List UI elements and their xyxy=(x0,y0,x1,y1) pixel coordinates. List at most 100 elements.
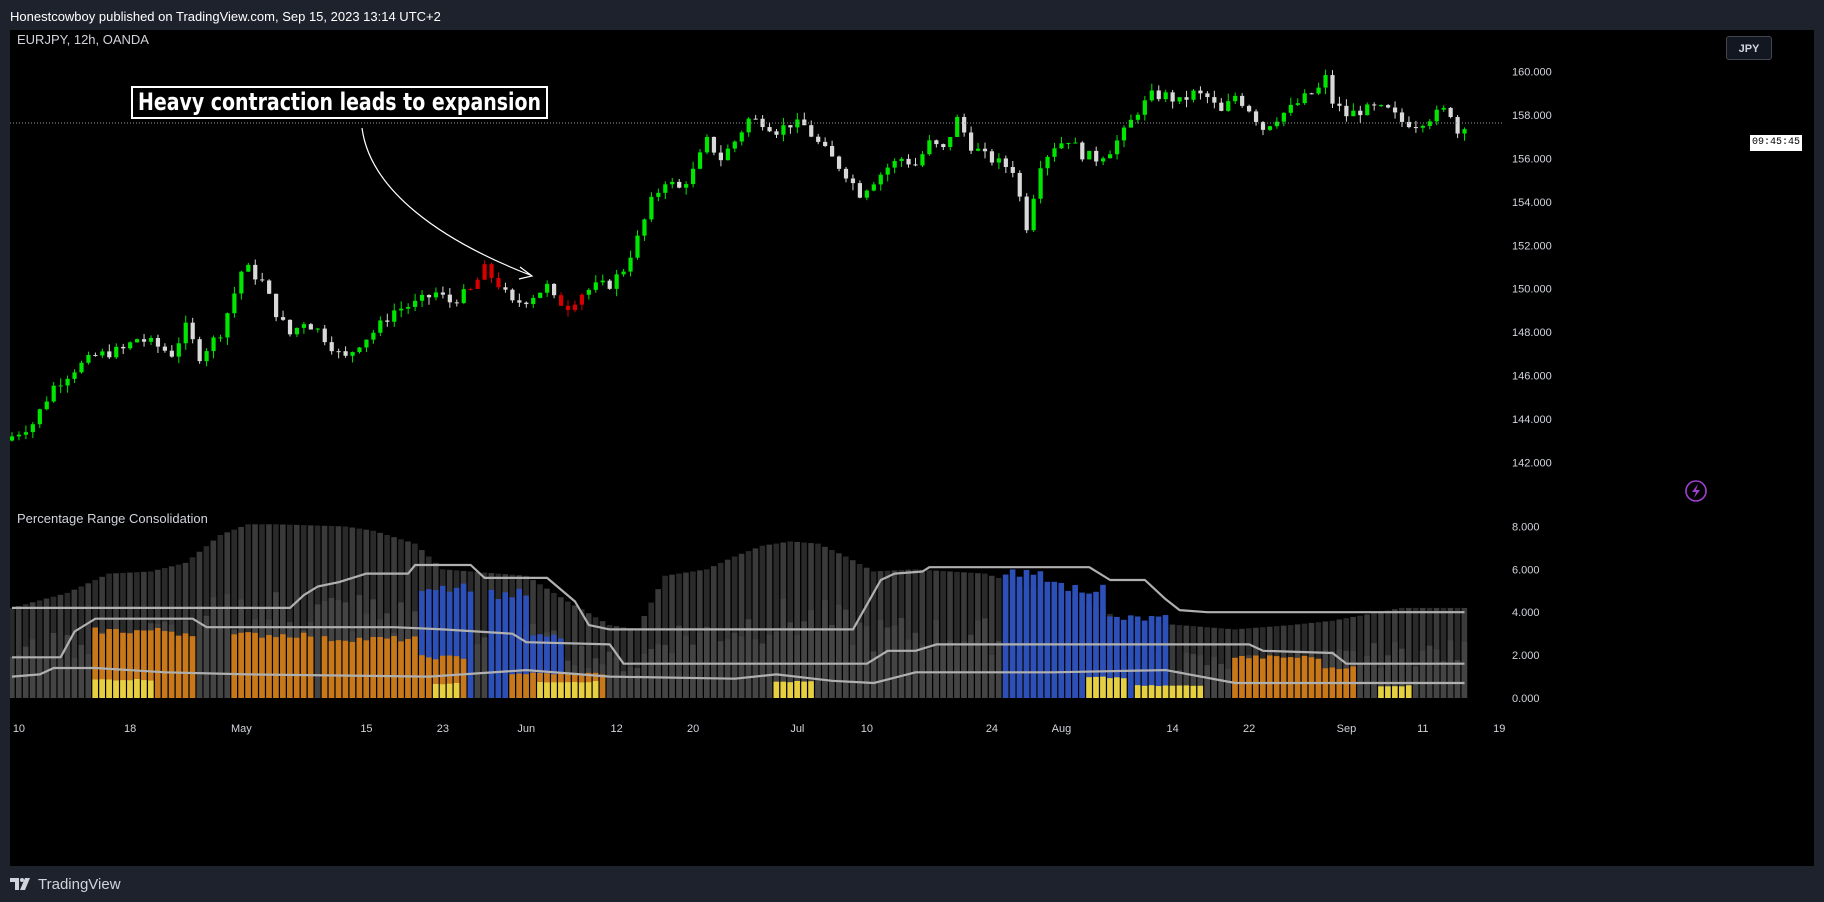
candle-body xyxy=(711,136,717,153)
consolidation-inner-bar xyxy=(898,618,905,698)
candle-body xyxy=(10,436,15,441)
consolidation-inner-bar xyxy=(1440,661,1447,698)
consolidation-inner-bar xyxy=(217,607,224,698)
candle-body xyxy=(155,338,161,347)
consolidation-bar xyxy=(655,589,661,698)
consolidation-bar xyxy=(1357,615,1363,698)
consolidation-orange-bar xyxy=(154,628,161,698)
time-tick-label: 15 xyxy=(360,723,372,735)
consolidation-bar xyxy=(1412,607,1419,698)
consolidation-bar xyxy=(995,577,1002,698)
candle-body xyxy=(1184,97,1189,100)
candle-body xyxy=(399,308,404,311)
consolidation-inner-bar xyxy=(724,639,731,698)
consolidation-blue-bar xyxy=(1051,581,1058,698)
consolidation-orange-bar xyxy=(293,637,300,698)
consolidation-orange-bar xyxy=(189,636,196,698)
consolidation-blue-bar xyxy=(530,635,536,698)
consolidation-orange-bar xyxy=(405,639,411,698)
consolidation-inner-bar xyxy=(662,644,668,698)
candle-body xyxy=(704,136,710,153)
consolidation-inner-bar xyxy=(85,653,92,698)
consolidation-inner-bar xyxy=(1454,660,1461,698)
consolidation-orange-bar xyxy=(238,632,244,698)
candle-body xyxy=(1274,121,1279,127)
price-axis: 160.000 158.000 156.000 154.000 152.000 150.0… xyxy=(1512,67,1552,470)
time-tick-label: 18 xyxy=(124,723,136,735)
candle-body xyxy=(1128,119,1134,128)
consolidation-bar xyxy=(905,569,912,698)
candle-body xyxy=(635,235,640,258)
consolidation-inner-bar xyxy=(1405,664,1412,698)
consolidation-bar xyxy=(43,598,50,698)
consolidation-orange-bar xyxy=(120,632,126,698)
candle-body xyxy=(30,424,35,433)
currency-button[interactable]: JPY xyxy=(1726,36,1772,60)
annotation-box[interactable] xyxy=(131,86,548,119)
consolidation-yellow-bar xyxy=(1155,685,1162,698)
tradingview-logo-icon[interactable] xyxy=(10,878,32,890)
candle-body xyxy=(663,184,668,193)
chart-canvas[interactable]: 160.000158.000156.000154.000152.000150.0… xyxy=(10,30,1814,866)
candle-body xyxy=(1455,117,1460,134)
consolidation-yellow-bar xyxy=(148,680,154,698)
consolidation-colored-bars xyxy=(92,569,1412,698)
annotation-arrowhead xyxy=(518,266,534,280)
candle-body xyxy=(1330,75,1335,104)
consolidation-orange-bar xyxy=(182,633,189,698)
consolidation-yellow-bar xyxy=(134,678,140,698)
candle-body xyxy=(524,302,529,305)
consolidation-inner-bar xyxy=(481,637,488,698)
price-tick-label: 148.000 xyxy=(1512,327,1552,339)
consolidation-orange-bar xyxy=(342,640,349,698)
consolidation-yellow-bar xyxy=(578,682,585,698)
candle-body xyxy=(1038,168,1043,199)
candle-body xyxy=(850,178,856,184)
consolidation-blue-bar xyxy=(1162,615,1169,698)
consolidation-blue-bar xyxy=(467,591,474,698)
consolidation-blue-bar xyxy=(516,588,522,698)
candle-body xyxy=(1087,150,1092,160)
consolidation-bar xyxy=(988,575,995,698)
consolidation-bar xyxy=(961,572,967,698)
consolidation-blue-bar xyxy=(1030,574,1037,698)
candle-body xyxy=(760,118,765,128)
candle-body xyxy=(58,385,63,387)
consolidation-bar xyxy=(752,548,759,698)
consolidation-blue-bar xyxy=(551,634,557,698)
candle-body xyxy=(308,324,313,330)
candle-body xyxy=(86,355,91,363)
consolidation-yellow-bar xyxy=(1100,676,1106,698)
candle-body xyxy=(72,372,77,379)
consolidation-bar xyxy=(571,605,578,698)
lightning-alert-icon[interactable] xyxy=(1685,480,1707,502)
consolidation-inner-bar xyxy=(752,639,759,698)
candle-body xyxy=(1066,142,1071,144)
candle-body xyxy=(413,300,418,307)
consolidation-bar xyxy=(787,541,793,698)
symbol-label: EURJPY, 12h, OANDA xyxy=(17,32,149,47)
candle-body xyxy=(809,125,814,137)
consolidation-inner-bar xyxy=(1385,655,1391,698)
candle-body xyxy=(239,271,244,294)
consolidation-bar xyxy=(307,525,314,698)
consolidation-orange-bar xyxy=(509,674,515,698)
candle-body xyxy=(1010,167,1015,173)
consolidation-yellow-bar xyxy=(585,682,592,698)
candle-body xyxy=(628,257,633,272)
consolidation-yellow-bar xyxy=(808,681,814,698)
candle-body xyxy=(169,350,174,357)
consolidation-bar xyxy=(1378,611,1384,698)
consolidation-inner-bar xyxy=(683,635,689,698)
consolidation-orange-bar xyxy=(252,632,258,698)
consolidation-inner-bar xyxy=(210,597,217,698)
candle-body xyxy=(927,140,932,155)
consolidation-inner-bar xyxy=(1461,641,1468,698)
consolidation-yellow-bar xyxy=(439,684,446,698)
consolidation-bar xyxy=(71,589,78,698)
candle-body xyxy=(371,332,376,340)
chart-area[interactable]: 160.000 158.000 156.000 154.000 152.000 150.0… xyxy=(10,30,1814,866)
candle-body xyxy=(44,401,49,410)
footer-brand[interactable]: TradingView xyxy=(38,875,121,893)
consolidation-blue-bar xyxy=(502,592,509,698)
